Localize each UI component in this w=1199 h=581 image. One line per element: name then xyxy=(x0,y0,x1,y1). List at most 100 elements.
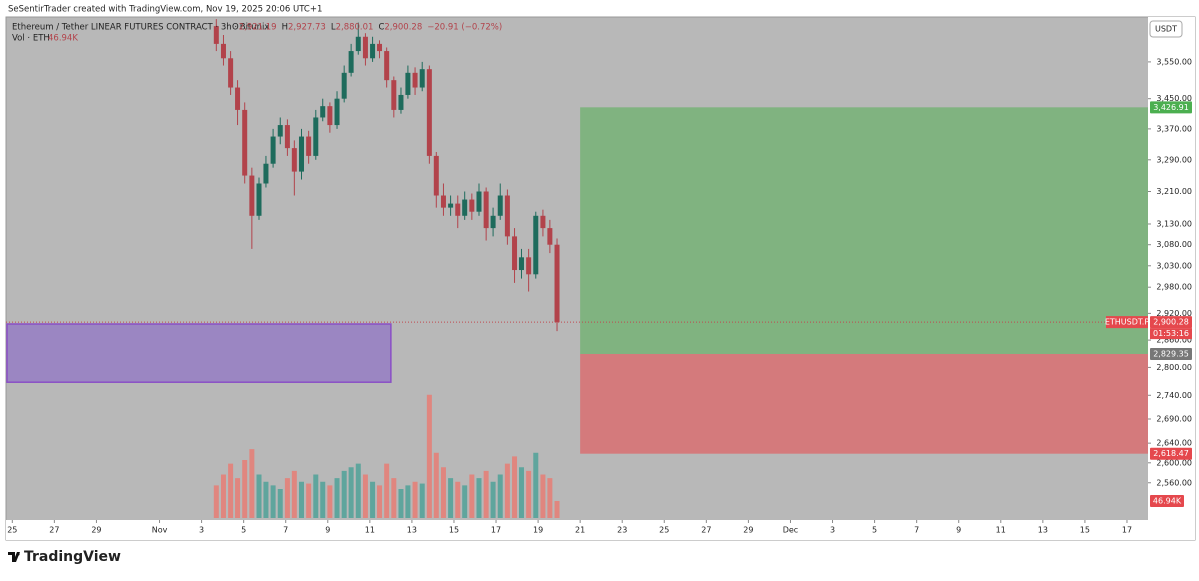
candle-body xyxy=(433,155,439,196)
volume-bar xyxy=(476,478,482,518)
x-tick-label: 27 xyxy=(701,526,711,535)
volume-bar xyxy=(270,485,276,518)
volume-bar xyxy=(554,500,560,518)
candle-body xyxy=(512,236,518,271)
volume-bar xyxy=(284,478,290,518)
candle-body xyxy=(554,244,560,323)
volume-bar xyxy=(497,474,503,518)
x-tick-label: 15 xyxy=(1080,526,1090,535)
candle-body xyxy=(306,136,312,156)
entry-tag-bg xyxy=(1150,347,1192,360)
x-tick-label: 29 xyxy=(743,526,753,535)
x-tick-label: 17 xyxy=(1122,526,1132,535)
candle-body xyxy=(412,72,418,88)
candle-body xyxy=(398,94,404,110)
candle-body xyxy=(455,203,461,216)
currency-button[interactable] xyxy=(1149,20,1183,38)
volume-tag-bg xyxy=(1150,494,1184,507)
candle-body xyxy=(476,191,482,212)
y-tick-label: 2,640.00 xyxy=(1156,439,1192,448)
candle-body xyxy=(263,163,269,184)
volume-bar xyxy=(306,483,312,518)
currency-label[interactable]: USDT xyxy=(1155,25,1177,34)
volume-bar xyxy=(426,394,432,518)
candle-body xyxy=(228,58,234,88)
candle-body xyxy=(242,109,248,176)
x-tick-label: 11 xyxy=(365,526,375,535)
ohlc-value: 2,921.19 xyxy=(239,23,277,33)
y-tick-label: 2,800.00 xyxy=(1156,363,1192,372)
ohlc-label: O xyxy=(232,23,239,33)
candle-body xyxy=(313,117,319,156)
volume-bar xyxy=(249,449,255,518)
profit-area xyxy=(580,107,1148,354)
candle-body xyxy=(504,195,510,237)
candle-body xyxy=(355,36,361,52)
volume-bar xyxy=(526,470,532,518)
ohlc-change: −20.91 (−0.72%) xyxy=(427,23,502,33)
x-tick-label: 17 xyxy=(491,526,501,535)
candle-body xyxy=(249,175,255,216)
volume-bar xyxy=(419,483,425,518)
x-tick-label: 9 xyxy=(325,526,330,535)
volume-bar xyxy=(412,481,418,518)
volume-bar xyxy=(235,478,241,518)
candle-body xyxy=(320,106,326,118)
entry-tag: 2,829.35 xyxy=(1153,349,1189,358)
ohlc-value: 2,927.73 xyxy=(288,23,326,33)
y-tick-label: 3,370.00 xyxy=(1156,124,1192,133)
symbol-tag-bg xyxy=(1106,316,1148,329)
y-tick-label: 2,860.00 xyxy=(1156,336,1192,345)
ohlc-value: 2,880.01 xyxy=(336,23,374,33)
y-tick-label: 2,920.00 xyxy=(1156,309,1192,318)
volume-bar xyxy=(355,463,361,518)
ohlc-value: 2,900.28 xyxy=(384,23,422,33)
y-tick-label: 2,560.00 xyxy=(1156,478,1192,487)
candle-body xyxy=(533,215,539,275)
y-tick-label: 3,450.00 xyxy=(1156,94,1192,103)
volume-bar xyxy=(228,463,234,518)
y-tick-label: 2,740.00 xyxy=(1156,391,1192,400)
volume-bar xyxy=(533,452,539,518)
candle-body xyxy=(440,195,446,208)
candle-body xyxy=(284,125,290,149)
symbol-title: Ethereum / Tether LINEAR FUTURES CONTRAC… xyxy=(12,23,269,33)
volume-bar xyxy=(377,485,383,518)
volume-bar xyxy=(462,485,468,518)
candle-body xyxy=(384,51,390,81)
volume-bar xyxy=(327,485,333,518)
x-tick-label: 23 xyxy=(617,526,627,535)
volume-bar xyxy=(398,489,404,518)
time-axis xyxy=(6,520,1148,540)
countdown: 01:53:16 xyxy=(1153,329,1189,338)
x-tick-label: 9 xyxy=(956,526,961,535)
demand-zone xyxy=(6,323,392,383)
candle-body xyxy=(235,87,241,110)
y-tick-label: 3,030.00 xyxy=(1156,261,1192,270)
ohlc-label: H xyxy=(282,23,288,33)
volume-bar xyxy=(370,481,376,518)
x-tick-label: 25 xyxy=(7,526,17,535)
candle-body xyxy=(518,257,524,271)
candle-body xyxy=(327,106,333,126)
last-price-tag-bg xyxy=(1150,316,1192,329)
candle-body xyxy=(348,51,354,73)
volume-bar xyxy=(433,452,439,518)
x-tick-label: 29 xyxy=(91,526,101,535)
candle-body xyxy=(270,136,276,164)
x-tick-label: Nov xyxy=(152,526,168,535)
volume-bar xyxy=(256,474,262,518)
y-tick-label: 3,080.00 xyxy=(1156,240,1192,249)
candle-body xyxy=(547,228,553,245)
y-tick-label: 2,980.00 xyxy=(1156,283,1192,292)
x-tick-label: Dec xyxy=(783,526,798,535)
plot xyxy=(6,19,1148,518)
volume-bar xyxy=(547,478,553,518)
candle-body xyxy=(291,148,297,172)
volume-bar xyxy=(512,456,518,518)
volume-bar xyxy=(277,489,283,518)
x-tick-label: 19 xyxy=(533,526,543,535)
volume-bar xyxy=(320,481,326,518)
